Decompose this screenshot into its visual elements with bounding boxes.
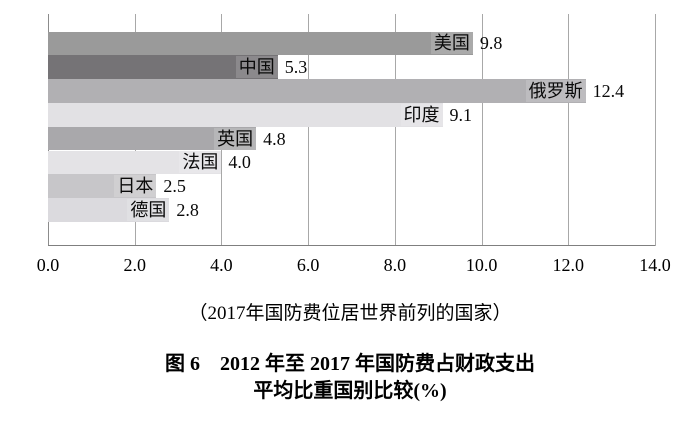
bar-row: 德国 2.8 [48, 198, 655, 222]
plot-area: 美国 9.8 中国 5.3 俄罗斯 12.4 印度 9.1 英国 4.8 法国 4.0 日本 2.5 德国 2… [48, 14, 656, 246]
bar-category-label: 印度 [400, 103, 443, 126]
bar: 中国 [48, 55, 278, 80]
x-tick-label: 8.0 [383, 255, 407, 275]
bar-row: 日本 2.5 [48, 174, 655, 199]
bar-category-label: 法国 [179, 151, 222, 174]
x-tick-label: 12.0 [552, 255, 585, 275]
bar-category-label: 美国 [430, 32, 473, 55]
bar-value-label: 12.4 [592, 80, 625, 101]
bar-category-label: 英国 [214, 127, 257, 150]
bar-row: 俄罗斯 12.4 [48, 79, 655, 103]
figure-title-line2: 平均比重国别比较(%) [253, 380, 447, 402]
figure-title-line1: 图 6 2012 年至 2017 年国防费占财政支出 [165, 353, 535, 375]
bar-row: 中国 5.3 [48, 55, 655, 80]
x-tick-label: 10.0 [465, 255, 498, 275]
gridline [394, 14, 396, 246]
bar-row: 印度 9.1 [48, 102, 655, 127]
bar: 美国 [48, 31, 473, 56]
bar: 英国 [48, 126, 257, 151]
x-tick-label: 0.0 [36, 255, 60, 275]
x-tick-label: 4.0 [210, 255, 233, 275]
bar-value-label: 4.0 [228, 152, 251, 173]
bar: 俄罗斯 [48, 79, 586, 103]
gridline [481, 14, 483, 246]
bar-category-label: 中国 [235, 56, 278, 79]
x-axis-line [48, 245, 655, 246]
bar-row: 美国 9.8 [48, 31, 655, 56]
bar-value-label: 4.8 [263, 128, 286, 149]
bar-value-label: 9.8 [479, 33, 503, 54]
x-tick-label: 6.0 [296, 255, 320, 275]
x-tick-label: 14.0 [639, 255, 671, 275]
bar-value-label: 2.5 [163, 176, 186, 197]
chart-caption: （2017年国防费位居世界前列的国家） [188, 303, 512, 324]
bar-value-label: 5.3 [284, 57, 308, 78]
bar-category-label: 德国 [127, 198, 170, 221]
bar: 日本 [48, 174, 157, 199]
figure-title: 图 6 2012 年至 2017 年国防费占财政支出 平均比重国别比较(%) [0, 351, 700, 405]
bar-category-label: 日本 [114, 175, 157, 198]
bar: 法国 [48, 150, 222, 175]
bar: 德国 [48, 198, 170, 222]
bar: 印度 [48, 102, 443, 127]
gridline [308, 14, 310, 246]
gridline [655, 14, 656, 246]
gridline [568, 14, 570, 246]
bar-category-label: 俄罗斯 [525, 79, 586, 102]
bar-row: 法国 4.0 [48, 150, 655, 175]
x-tick-label: 2.0 [123, 255, 146, 275]
bar-value-label: 9.1 [449, 104, 473, 125]
bar-value-label: 2.8 [176, 199, 199, 220]
x-axis-ticks: 0.0 2.0 4.0 6.0 8.0 10.0 12.0 14.0 [0, 254, 700, 276]
bar-row: 英国 4.8 [48, 126, 655, 151]
